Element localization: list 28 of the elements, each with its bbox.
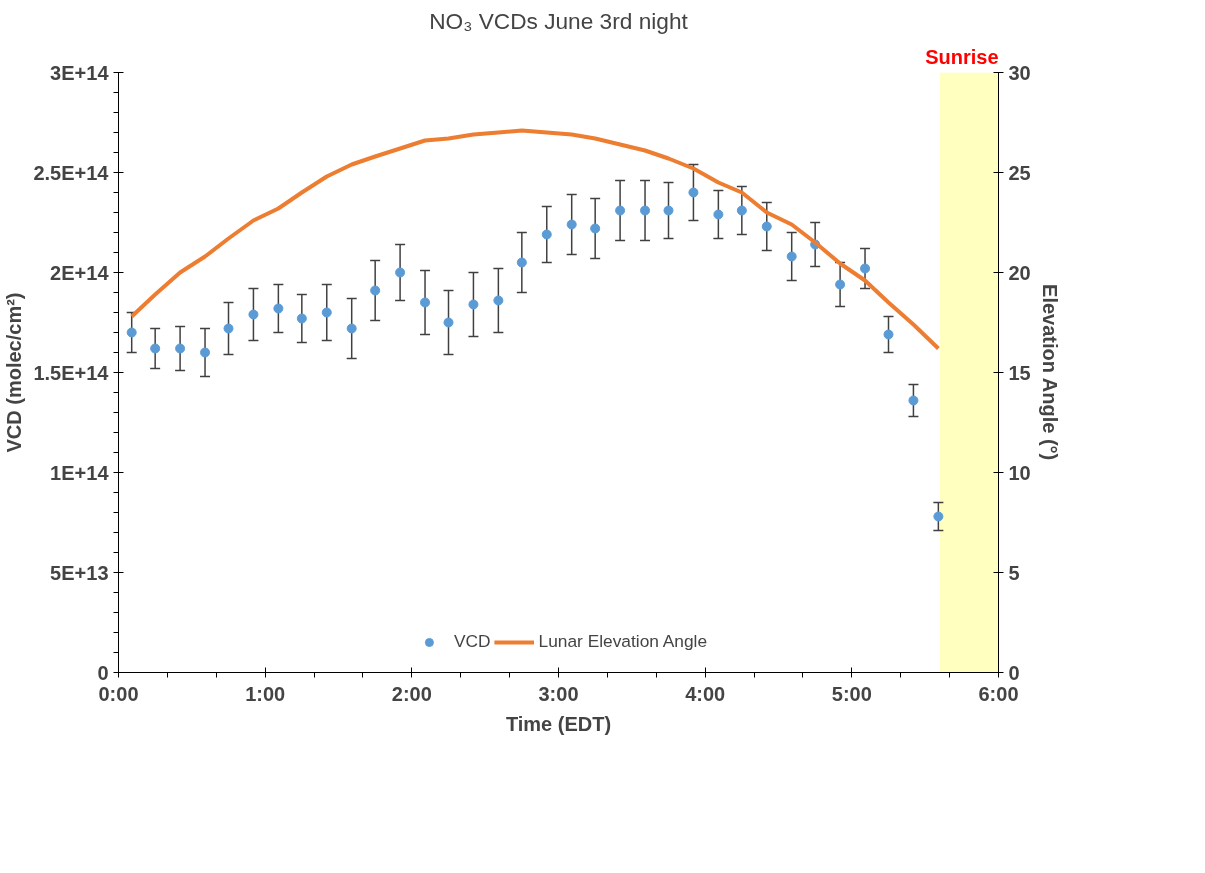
y-tick-label: 2.5E+14 [33,161,110,184]
x-tick-label: 2:00 [391,682,432,705]
x-tick-label: 4:00 [685,682,726,705]
band-label: Sunrise [925,45,999,68]
y-tick-label: 1.5E+14 [33,361,110,384]
y-tick-label: 0 [97,661,109,684]
x-axis-title: Time (EDT) [505,712,612,735]
y2-tick-label: 15 [1008,361,1031,384]
x-tick-label: 3:00 [538,682,579,705]
x-tick-label: 0:00 [98,682,139,705]
y-tick-label: 1E+14 [50,461,110,484]
y-tick-label: 5E+13 [50,561,109,584]
y2-axis-title: Elevation Angle (°) [1038,284,1061,461]
legend-label: VCD [453,631,491,652]
y2-tick-label: 10 [1008,461,1031,484]
y2-tick-label: 0 [1008,661,1020,684]
chart-title: NO₃ VCDs June 3rd night [429,7,689,34]
y2-tick-label: 25 [1008,161,1031,184]
y-axis-title: VCD (molec/cm²) [3,292,26,453]
x-tick-label: 5:00 [831,682,872,705]
y-tick-label: 3E+14 [50,61,110,84]
y2-tick-label: 20 [1008,261,1031,284]
legend-label: Lunar Elevation Angle [538,631,708,652]
y2-tick-label: 5 [1008,561,1020,584]
x-tick-label: 6:00 [978,682,1019,705]
y2-tick-label: 30 [1008,61,1031,84]
x-tick-label: 1:00 [245,682,286,705]
y-tick-label: 2E+14 [50,261,110,284]
